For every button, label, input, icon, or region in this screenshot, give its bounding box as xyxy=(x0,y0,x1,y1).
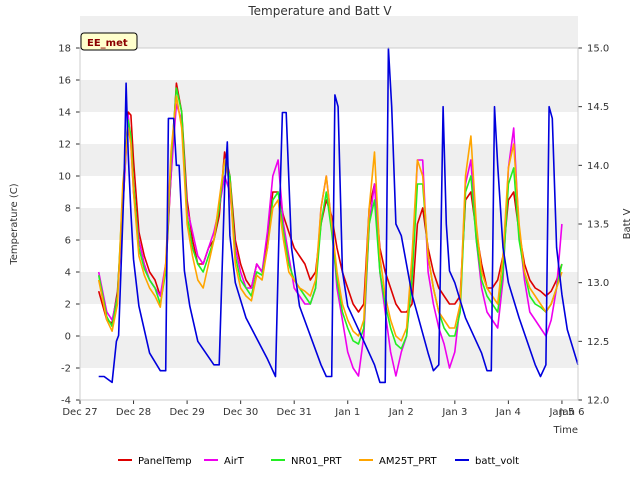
y-tick-label: 10 xyxy=(58,172,71,183)
y2-tick-label: 13.5 xyxy=(587,220,609,231)
y-axis-ticks: -4 -2 0 2 4 6 8 10 12 14 16 18 xyxy=(58,44,80,407)
x-tick-label: Jan 5 xyxy=(548,407,574,418)
x-tick-label: Dec 27 xyxy=(62,407,97,418)
y-tick-label: 14 xyxy=(58,108,71,119)
x-tick-label: Dec 31 xyxy=(277,407,312,418)
x-tick-label: Jan 4 xyxy=(495,407,521,418)
grid-band xyxy=(80,16,578,48)
x-tick-label: Jan 6 xyxy=(559,407,585,418)
x-tick-label: Dec 30 xyxy=(223,407,258,418)
site-badge-label: EE_met xyxy=(87,38,128,49)
y2-axis-label: Batt V xyxy=(622,208,633,239)
grid-band xyxy=(80,144,578,176)
y-tick-label: 18 xyxy=(58,44,71,55)
legend-label: AirT xyxy=(224,456,245,467)
legend: PanelTemp AirT NR01_PRT AM25T_PRT batt_volt xyxy=(118,456,519,467)
x-tick-label: Jan 3 xyxy=(441,407,467,418)
y-tick-label: 2 xyxy=(65,300,71,311)
y-tick-label: 8 xyxy=(65,204,71,215)
y-axis-label: Temperature (C) xyxy=(9,183,20,265)
series-lines xyxy=(97,47,579,384)
y-tick-label: 4 xyxy=(65,268,71,279)
x-tick-label: Dec 28 xyxy=(116,407,151,418)
grid-band xyxy=(80,80,578,112)
y-tick-label: -2 xyxy=(61,364,71,375)
legend-label: PanelTemp xyxy=(138,456,192,467)
y-tick-label: 12 xyxy=(58,140,71,151)
plot-frame xyxy=(79,47,579,401)
legend-label: NR01_PRT xyxy=(291,456,342,467)
legend-label: batt_volt xyxy=(475,456,519,467)
y2-axis-ticks: 12.0 12.5 13.0 13.5 14.0 14.5 15.0 xyxy=(578,44,609,407)
y2-tick-label: 14.5 xyxy=(587,102,609,113)
x-axis-ticks: Dec 27 Dec 28 Dec 29 Dec 30 Dec 31 Jan 1 Jan 2… xyxy=(62,400,584,418)
y-tick-label: 0 xyxy=(65,332,71,343)
y2-tick-label: 12.0 xyxy=(587,396,609,407)
y2-tick-label: 14.0 xyxy=(587,161,609,172)
x-axis-label: Time xyxy=(553,425,578,436)
legend-label: AM25T_PRT xyxy=(379,456,438,467)
y-tick-label: 16 xyxy=(58,76,71,87)
series-line-batt-volt xyxy=(98,47,579,384)
x-tick-label: Jan 1 xyxy=(334,407,360,418)
y-tick-label: 6 xyxy=(65,236,71,247)
x-tick-label: Dec 29 xyxy=(169,407,204,418)
x-tick-label: Jan 2 xyxy=(388,407,414,418)
chart-title: Temperature and Batt V xyxy=(247,4,392,18)
y2-tick-label: 15.0 xyxy=(587,44,609,55)
y-tick-label: -4 xyxy=(61,396,71,407)
site-badge: EE_met xyxy=(80,32,138,51)
y2-tick-label: 13.0 xyxy=(587,278,609,289)
grid-band xyxy=(80,336,578,368)
y2-tick-label: 12.5 xyxy=(587,337,609,348)
